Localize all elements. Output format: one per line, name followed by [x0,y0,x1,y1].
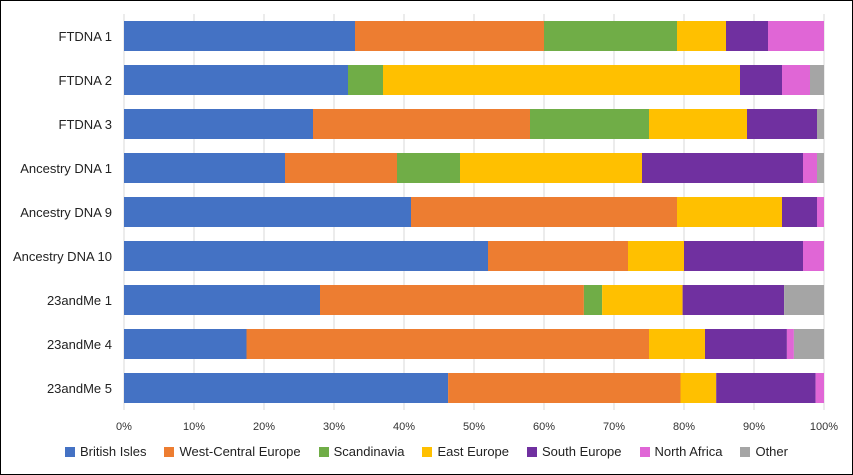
legend-swatch [422,446,433,457]
x-tick-label: 20% [253,421,275,433]
bar-segment [817,109,824,139]
legend-label: British Isles [80,444,147,459]
bars [124,21,824,403]
bar-segment [124,21,355,51]
x-tick-label: 70% [603,421,625,433]
stacked-bar-chart: FTDNA 1 FTDNA 2 FTDNA 3 Ancestry DNA 1 Ances… [13,14,838,433]
bar-segment [355,21,544,51]
bar-segment [124,329,247,359]
bar-segment [782,197,817,227]
legend-swatch [65,446,76,457]
legend-swatch [164,446,175,457]
bar-segment [124,285,320,315]
category-label: Ancestry DNA 9 [20,205,112,220]
bar-segment [747,109,817,139]
bar-segment [285,153,397,183]
legend-item: West-Central Europe [164,444,301,459]
category-label: 23andMe 4 [47,337,112,352]
x-tick-label: 30% [323,421,345,433]
bar-segment [677,21,726,51]
bar-segment [544,21,677,51]
bar-segment [642,153,803,183]
category-label: FTDNA 3 [59,117,112,132]
bar-segment [803,241,824,271]
bar-segment [411,197,677,227]
legend-label: Scandinavia [333,444,405,459]
bar-segment [786,329,794,359]
bar-segment [803,153,817,183]
bar-segment [246,329,649,359]
bar-segment [124,241,488,271]
bar-segment [348,65,383,95]
bar-segment [583,285,603,315]
legend-swatch [740,446,751,457]
bar-segment [782,65,810,95]
bar-segment [677,197,782,227]
category-label: 23andMe 5 [47,381,112,396]
x-tick-label: 50% [463,421,485,433]
legend-label: East Europe [437,444,510,459]
bar-segment [684,241,803,271]
bar-segment [768,21,824,51]
bar-segment [815,373,824,403]
bar-segment [124,65,348,95]
bar-segment [680,373,717,403]
x-tick-label: 90% [743,421,765,433]
legend-label: West-Central Europe [179,444,301,459]
legend-item: British Isles [65,444,146,459]
x-tick-label: 10% [183,421,205,433]
bar-segment [530,109,649,139]
bar-segment [817,153,824,183]
bar-segment [448,373,681,403]
legend-label: North Africa [654,444,723,459]
legend-item: East Europe [422,444,509,459]
x-tick-label: 60% [533,421,555,433]
bar-segment [740,65,782,95]
legend-swatch [527,446,538,457]
bar-segment [397,153,460,183]
legend-item: North Africa [639,444,723,459]
legend-item: South Europe [527,444,622,459]
legend-swatch [639,446,650,457]
bar-segment [649,329,705,359]
bar-segment [460,153,642,183]
bar-segment [124,373,449,403]
x-tick-labels: 0% 10% 20% 30% 40% 50% 60% 70% 80% 90% 100% [116,421,838,433]
bar-segment [682,285,785,315]
bar-segment [320,285,584,315]
bar-segment [810,65,824,95]
x-tick-label: 100% [810,421,838,433]
bar-segment [817,197,824,227]
legend-label: South Europe [542,444,622,459]
category-label: FTDNA 2 [59,73,112,88]
legend-item: Scandinavia [318,444,405,459]
legend-label: Other [755,444,788,459]
bar-segment [313,109,530,139]
bar-segment [124,109,313,139]
category-labels: FTDNA 1 FTDNA 2 FTDNA 3 Ancestry DNA 1 Ances… [13,29,112,396]
bar-segment [726,21,768,51]
category-label: Ancestry DNA 10 [13,249,112,264]
x-tick-label: 0% [116,421,132,433]
x-tick-label: 80% [673,421,695,433]
legend: British Isles West-Central Europe Scandina… [0,444,853,459]
bar-segment [628,241,684,271]
bar-segment [649,109,747,139]
legend-item: Other [740,444,788,459]
x-tick-label: 40% [393,421,415,433]
bar-segment [716,373,816,403]
legend-swatch [318,446,329,457]
bar-segment [602,285,683,315]
bar-segment [124,153,285,183]
category-label: FTDNA 1 [59,29,112,44]
category-label: 23andMe 1 [47,293,112,308]
bar-segment [488,241,628,271]
bar-segment [784,285,824,315]
bar-segment [705,329,787,359]
bar-segment [124,197,411,227]
category-label: Ancestry DNA 1 [20,161,112,176]
bar-segment [793,329,824,359]
bar-segment [383,65,740,95]
